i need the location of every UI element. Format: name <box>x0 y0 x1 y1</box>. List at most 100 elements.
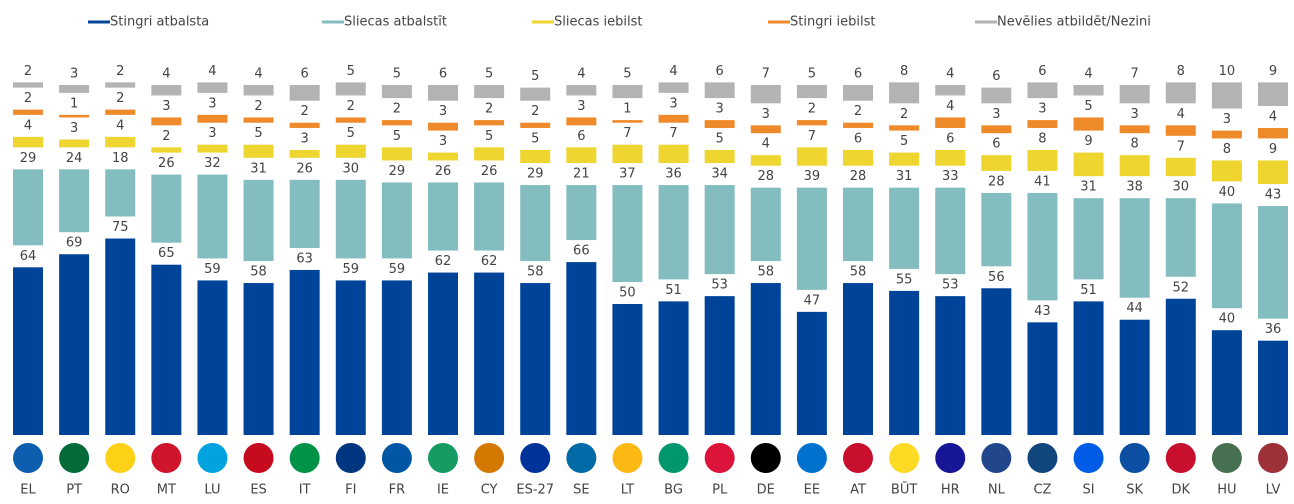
data-label: 1 <box>70 96 78 111</box>
bar-segment <box>981 288 1012 435</box>
flag <box>243 443 274 473</box>
data-label: 5 <box>1084 99 1092 114</box>
bar-segment <box>796 187 827 290</box>
data-label: 64 <box>20 249 37 264</box>
bar-segment <box>796 120 827 126</box>
bar-segment <box>520 87 551 101</box>
bar-segment <box>105 109 136 115</box>
x-tick-label: BG <box>664 483 683 498</box>
data-label: 3 <box>1223 112 1231 127</box>
bar-segment <box>1211 160 1242 182</box>
flag <box>750 443 781 473</box>
data-label: 2 <box>116 91 124 106</box>
data-label: 3 <box>762 107 770 122</box>
x-tick-label: EL <box>20 483 36 498</box>
bar-segment <box>243 144 274 158</box>
data-label: 8 <box>1177 64 1185 79</box>
x-tick-label: CZ <box>1033 483 1051 498</box>
x-tick-label: PT <box>66 483 82 498</box>
data-label: 3 <box>577 99 585 114</box>
bar-segment <box>105 136 136 148</box>
bar-segment <box>566 117 597 126</box>
bar-segment <box>566 262 597 435</box>
bar-segment <box>935 296 966 435</box>
data-label: 6 <box>577 129 585 144</box>
data-label: 3 <box>439 104 447 119</box>
data-label: 7 <box>669 126 677 141</box>
x-tick-label: PL <box>712 483 728 498</box>
bar-segment <box>289 269 320 435</box>
data-label: 28 <box>758 169 775 184</box>
flag <box>981 443 1012 473</box>
data-label: 18 <box>112 151 129 166</box>
bar-segment <box>289 122 320 128</box>
data-label: 30 <box>343 161 360 176</box>
data-label: 3 <box>162 99 170 114</box>
bar-segment <box>704 185 735 275</box>
data-label: 5 <box>623 67 631 82</box>
bar-segment <box>335 117 366 123</box>
data-label: 5 <box>716 131 724 146</box>
bar-segment <box>428 85 458 101</box>
data-label: 6 <box>1038 64 1046 79</box>
bar-segment <box>335 179 366 259</box>
data-label: 1 <box>623 102 631 117</box>
data-label: 43 <box>1034 304 1051 319</box>
data-label: 3 <box>208 126 216 141</box>
x-tick-label: ES-27 <box>516 483 554 498</box>
data-label: 4 <box>116 118 124 133</box>
bar-segment <box>1211 82 1242 109</box>
data-label: 31 <box>896 169 913 184</box>
data-label: 2 <box>808 102 816 117</box>
data-label: 59 <box>389 262 406 277</box>
data-label: 3 <box>1131 107 1139 122</box>
bar-segment <box>289 85 320 101</box>
data-label: 53 <box>942 278 959 293</box>
bar-segment <box>1258 340 1288 435</box>
bar-segment <box>981 155 1012 171</box>
flag <box>105 443 136 473</box>
data-label: 4 <box>24 118 32 133</box>
bar-segment <box>1165 157 1196 177</box>
x-tick-label: NL <box>988 483 1006 498</box>
bar-segment <box>520 122 551 128</box>
data-label: 4 <box>254 67 262 82</box>
x-tick-label: DE <box>757 483 775 498</box>
data-label: 44 <box>1126 301 1143 316</box>
bar-segment <box>289 149 320 158</box>
x-tick-label: EE <box>804 483 820 498</box>
data-label: 3 <box>70 121 78 136</box>
bar-segment <box>1258 206 1288 319</box>
flag <box>289 443 320 473</box>
bar-segment <box>566 185 597 241</box>
data-label: 39 <box>804 169 821 184</box>
bar-segment <box>658 114 689 123</box>
bar-segment <box>981 125 1012 134</box>
data-label: 4 <box>669 64 677 79</box>
bar-segment <box>843 283 873 435</box>
flag <box>704 443 735 473</box>
bar-segment <box>981 87 1012 104</box>
bar-segment <box>704 120 735 128</box>
bar-segment <box>566 85 597 96</box>
data-label: 2 <box>162 129 170 144</box>
bar-segment <box>243 85 274 96</box>
bar-segment <box>381 280 412 435</box>
data-label: 40 <box>1219 185 1236 200</box>
bar-segment <box>750 125 781 134</box>
data-label: 5 <box>485 67 493 82</box>
bar-segment <box>243 179 274 262</box>
data-label: 31 <box>250 161 267 176</box>
flag <box>1165 443 1196 473</box>
x-tick-label: AT <box>850 483 866 498</box>
data-label: 26 <box>296 161 313 176</box>
legend-label: Stingri iebilst <box>790 15 876 30</box>
bar-segment <box>520 149 551 164</box>
bar-segment <box>151 85 182 96</box>
bar-segment <box>1258 82 1288 106</box>
x-tick-label: MT <box>157 483 176 498</box>
data-label: 6 <box>854 67 862 82</box>
data-label: 5 <box>531 131 539 146</box>
flag <box>612 443 643 473</box>
data-label: 32 <box>204 156 221 171</box>
